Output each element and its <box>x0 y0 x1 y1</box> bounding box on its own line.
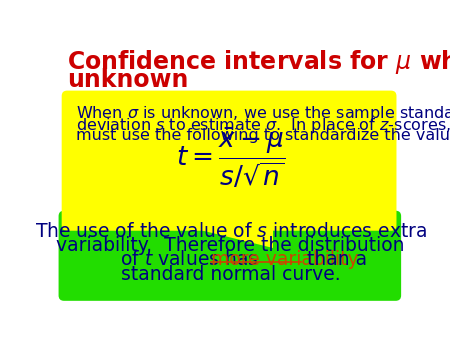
Text: must use the following to standardize the values:: must use the following to standardize th… <box>76 128 450 143</box>
Text: deviation $s$ to estimate $\sigma$.  In place of $z$-scores, we: deviation $s$ to estimate $\sigma$. In p… <box>76 116 450 135</box>
Text: unknown: unknown <box>67 68 189 92</box>
Text: The use of the value of $s$ introduces extra: The use of the value of $s$ introduces e… <box>35 222 427 241</box>
Text: Confidence intervals for $\mu$ when $\sigma$ is: Confidence intervals for $\mu$ when $\si… <box>67 48 450 76</box>
Text: more variability: more variability <box>211 250 359 269</box>
Text: than a: than a <box>302 250 368 269</box>
Text: standard normal curve.: standard normal curve. <box>121 265 341 284</box>
Text: $t = \dfrac{\bar{x} - \mu}{s / \sqrt{n}}$: $t = \dfrac{\bar{x} - \mu}{s / \sqrt{n}}… <box>176 125 285 190</box>
Polygon shape <box>176 224 273 248</box>
FancyBboxPatch shape <box>58 211 401 301</box>
Text: of $t$ values has: of $t$ values has <box>120 250 260 269</box>
FancyBboxPatch shape <box>62 91 396 231</box>
Text: When $\sigma$ is unknown, we use the sample standard: When $\sigma$ is unknown, we use the sam… <box>76 104 450 123</box>
Text: variability.  Therefore the distribution: variability. Therefore the distribution <box>56 236 405 255</box>
